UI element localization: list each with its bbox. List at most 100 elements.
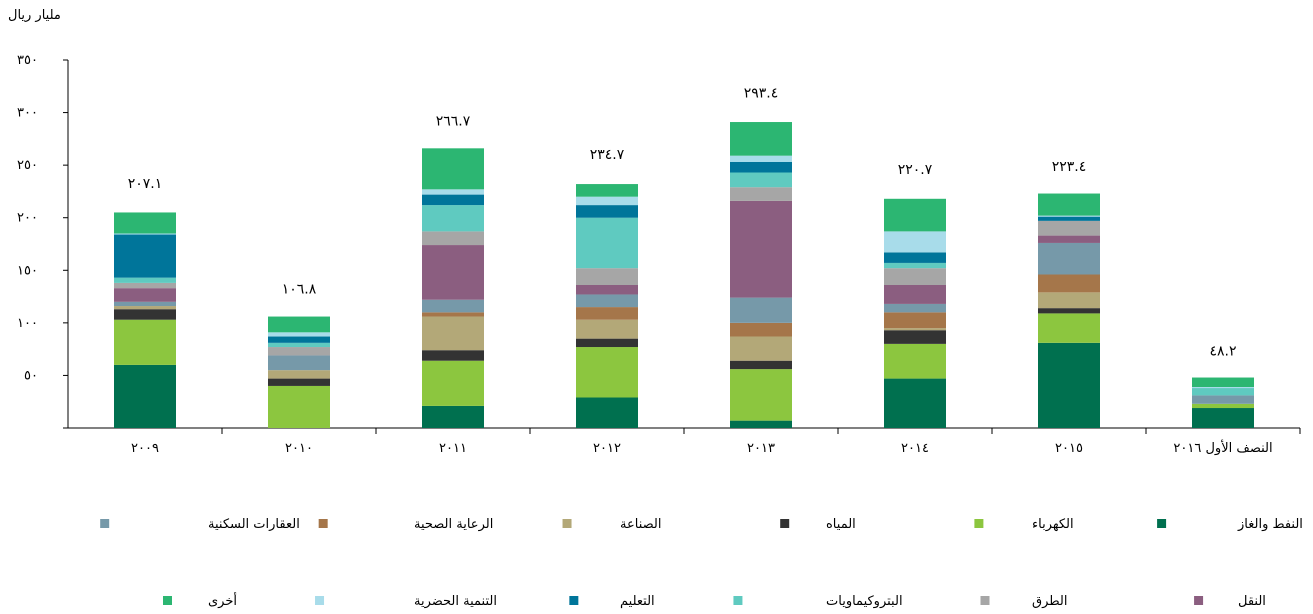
bar-segment: [1192, 388, 1254, 396]
bar-segment: [422, 360, 484, 406]
x-tick-label: ٢٠١٥: [1055, 441, 1083, 456]
bar-segment: [730, 200, 792, 298]
bar-segment: [268, 342, 330, 348]
bar-segment: [268, 355, 330, 371]
legend-label: النقل: [1238, 594, 1266, 609]
bar-segment: [422, 245, 484, 300]
legend-swatch: [318, 519, 328, 528]
y-tick-label: ٢٥٠: [17, 158, 38, 173]
bar-segment: [884, 198, 946, 232]
bar-segment: [422, 316, 484, 351]
x-tick-label: ٢٠١٣: [747, 441, 775, 456]
bar-segment: [114, 234, 176, 278]
bar-segment: [1038, 292, 1100, 309]
bar-segment: [422, 189, 484, 195]
bar-segment: [576, 196, 638, 206]
legend-swatch: [315, 596, 325, 605]
x-tick-label: النصف الأول ٢٠١٦: [1173, 439, 1272, 456]
y-tick-label: ١٥٠: [17, 263, 38, 278]
bar-segment: [576, 184, 638, 197]
bar-segment: [1038, 235, 1100, 243]
bar-segment: [576, 338, 638, 348]
bar-segment: [730, 172, 792, 188]
bar-segment: [1038, 242, 1100, 275]
bar-segment: [1192, 408, 1254, 428]
bar-segment: [1038, 342, 1100, 428]
legend-swatch: [1194, 596, 1204, 605]
bar-segment: [268, 378, 330, 386]
y-axis-unit-label: مليار ريال: [8, 8, 61, 23]
bar-segment: [114, 233, 176, 235]
bar-segment: [114, 364, 176, 428]
bar-segment: [730, 122, 792, 156]
bar-segment: [576, 397, 638, 428]
bar-segment: [884, 330, 946, 344]
bar-segment: [268, 347, 330, 356]
legend-swatch: [562, 519, 572, 528]
bar-segment: [422, 148, 484, 190]
bar-segment: [730, 336, 792, 361]
y-tick-label: ٢٠٠: [17, 211, 38, 226]
bar-segment: [576, 217, 638, 269]
bar-segment: [114, 212, 176, 234]
bar-segment: [1192, 386, 1254, 389]
legend-label: العقارات السكنية: [208, 517, 300, 532]
bar-segment: [1038, 216, 1100, 221]
bar-segment: [730, 161, 792, 173]
bar-segment: [114, 301, 176, 307]
legend-swatch: [980, 596, 990, 605]
legend-label: البتروكيماويات: [826, 594, 903, 609]
bar-total-label: ٢٩٣.٤: [744, 86, 779, 102]
bar-total-label: ٢٦٦.٧: [436, 114, 471, 130]
bar-segment: [114, 277, 176, 283]
bar-segment: [576, 347, 638, 398]
bar-segment: [268, 332, 330, 337]
legend-swatch: [569, 596, 579, 605]
bar-segment: [884, 303, 946, 313]
bar-segment: [268, 370, 330, 379]
bar-segment: [1192, 395, 1254, 404]
legend-label: الصناعة: [620, 517, 661, 532]
bar-segment: [884, 312, 946, 329]
legend-swatch: [100, 519, 110, 528]
bar-total-label: ٢٢٣.٤: [1052, 159, 1087, 175]
legend-swatch: [163, 596, 172, 605]
legend-label: المياه: [826, 517, 856, 532]
bar-segment: [1038, 193, 1100, 216]
bar-total-label: ٢٣٤.٧: [590, 147, 625, 163]
bar-segment: [422, 194, 484, 206]
bar-total-label: ٢٢٠.٧: [898, 162, 933, 178]
bar-segment: [730, 360, 792, 370]
bar-segment: [730, 187, 792, 201]
bar-total-label: ٢٠٧.١: [128, 176, 163, 192]
bar-segment: [730, 420, 792, 428]
legend-label: أخرى: [208, 592, 237, 609]
bar-segment: [114, 288, 176, 302]
bar-segment: [884, 285, 946, 304]
bar-segment: [1038, 220, 1100, 236]
bar-segment: [576, 294, 638, 308]
legend-label: الطرق: [1032, 594, 1068, 609]
x-tick-label: ٢٠٠٩: [131, 441, 159, 456]
legend-label: الرعاية الصحية: [414, 517, 493, 532]
bar-segment: [114, 309, 176, 320]
bar-segment: [884, 252, 946, 263]
bar-segment: [730, 322, 792, 337]
bar-segment: [114, 319, 176, 365]
bar-segment: [114, 306, 176, 310]
bar-segment: [422, 312, 484, 317]
bar-segment: [422, 299, 484, 313]
bar-segment: [730, 369, 792, 421]
bar-segment: [576, 268, 638, 286]
bar-segment: [114, 282, 176, 289]
bar-segment: [1038, 313, 1100, 343]
y-tick-label: ٥٠: [24, 368, 38, 383]
y-tick-label: ١٠٠: [17, 316, 38, 331]
bar-segment: [576, 319, 638, 339]
bar-segment: [884, 343, 946, 379]
bar-segment: [422, 405, 484, 428]
bar-segment: [884, 268, 946, 286]
legend-label: النفط والغاز: [1237, 517, 1303, 532]
bar-segment: [422, 350, 484, 361]
legend-swatch: [1157, 519, 1167, 528]
